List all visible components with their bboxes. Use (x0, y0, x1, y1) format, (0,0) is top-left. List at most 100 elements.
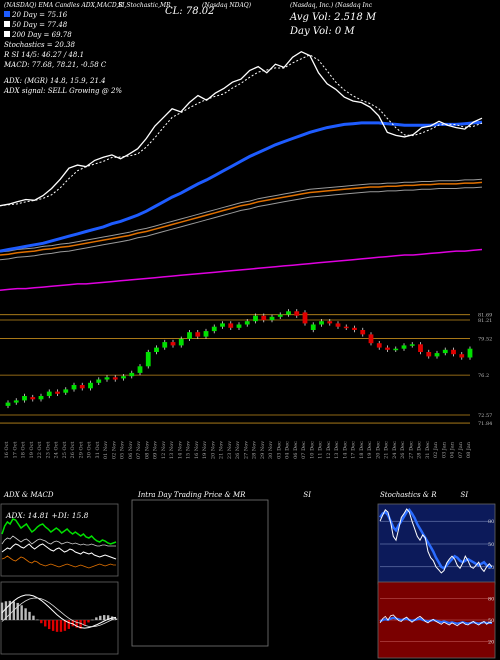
candle-body (55, 391, 60, 394)
candle-body (112, 377, 118, 380)
macd-histogram-bar (67, 620, 71, 629)
candle-body (244, 321, 250, 325)
header-title: (NASDAQ) EMA Candles ADX,MACD,R (4, 2, 123, 9)
candle-body (376, 343, 382, 348)
ema20-swatch-icon (4, 11, 10, 17)
candle-body (162, 342, 168, 348)
candle-body (294, 311, 300, 316)
date-tick-label: 14 Nov (177, 441, 183, 459)
ema200-line (0, 181, 483, 256)
candle-body (459, 354, 465, 358)
price-level-label: 81.69 (478, 313, 492, 319)
date-tick-label: 03 Jan (441, 441, 447, 458)
date-tick-label: 19 Dec (367, 441, 373, 459)
date-tick-label: 19 Nov (202, 441, 208, 459)
date-tick-label: 26 Nov (235, 441, 241, 459)
macd-histogram-bar (71, 620, 74, 627)
ema-band-upper (0, 178, 483, 253)
macd-histogram-bar (47, 620, 51, 630)
date-tick-label: 25 Oct (62, 442, 68, 459)
candle-body (22, 396, 27, 401)
date-tick-label: 04 Jan (450, 441, 456, 458)
candle-body (343, 326, 349, 329)
candle-body (145, 352, 151, 367)
date-tick-label: 09 Nov (153, 441, 159, 459)
candle-body (137, 366, 143, 373)
macd-line (1, 594, 117, 629)
candle-body (393, 348, 399, 351)
macd-histogram-bar (20, 605, 23, 620)
date-tick-label: 23 Oct (45, 442, 51, 459)
macd-signal-line (1, 597, 117, 628)
candle-body (434, 353, 440, 357)
date-tick-label: 04 Dec (285, 441, 291, 459)
candle-body (335, 323, 341, 327)
candle-body (220, 323, 225, 327)
date-tick-label: 01 Nov (103, 441, 109, 459)
price-line (0, 50, 483, 207)
macd-histogram-bar (87, 620, 90, 623)
candle-body (5, 402, 11, 406)
intraday-panel-frame (131, 499, 269, 647)
macd-histogram-bar (51, 620, 55, 631)
candle-body (253, 315, 258, 322)
date-tick-label: 19 Oct (29, 442, 35, 459)
adx-panel-frame (0, 503, 119, 577)
macd-histogram-bar (106, 615, 110, 620)
candle-body (261, 315, 267, 321)
candle-body (170, 342, 176, 346)
date-tick-label: 26 Dec (400, 441, 406, 459)
candle-body (79, 385, 85, 389)
ema50-swatch-icon (4, 21, 10, 27)
macd-histogram-bar (0, 602, 4, 620)
date-tick-label: 07 Dec (301, 441, 307, 459)
legend-ema200: 200 Day = 69.78 (4, 30, 122, 40)
date-tick-label: 18 Oct (21, 442, 27, 459)
legend-rsi: R SI 14/5: 46.27 / 48.1 (4, 51, 85, 59)
candle-body (104, 377, 110, 380)
date-tick-label: 12 Dec (326, 441, 332, 459)
stochastics-tick-label: 50 (488, 542, 494, 548)
candle-body (211, 326, 217, 332)
candle-body (352, 327, 357, 330)
candle-body (187, 332, 192, 339)
candle-body (269, 316, 275, 321)
ema20-dotted-line (0, 54, 483, 207)
candle-body (327, 321, 333, 324)
candle-body (236, 324, 242, 328)
macd-histogram-bar (4, 601, 8, 620)
macd-histogram-bar (36, 619, 39, 621)
stochastics-title-text: Stochastics & R (380, 491, 437, 499)
candle-body (178, 338, 184, 346)
minus-di-line (1, 535, 116, 547)
price-level-label: 76.2 (478, 373, 489, 379)
candle-body (401, 345, 407, 349)
candle-body (418, 344, 423, 352)
price-level-label: 79.52 (478, 337, 492, 343)
date-tick-label: 03 Dec (276, 441, 282, 459)
date-tick-label: 29 Oct (78, 442, 84, 459)
legend-macd: MACD: 77.68, 78.21, -0.58 C (4, 61, 107, 69)
date-tick-label: 17 Dec (351, 441, 357, 459)
candle-body (302, 312, 308, 324)
date-tick-label: 07 Jan (458, 441, 464, 458)
price-level-label: 72.57 (478, 413, 492, 419)
candle-body (154, 347, 159, 352)
candle-body (277, 314, 283, 317)
date-tick-label: 06 Dec (293, 441, 299, 459)
date-tick-label: 08 Jan (466, 441, 472, 458)
candle-body (96, 379, 102, 383)
intraday-title-suffix: SI (303, 491, 311, 499)
candle-body (310, 324, 316, 330)
candle-body (121, 376, 126, 379)
macd-histogram-bar (28, 611, 31, 620)
date-tick-label: 07 Nov (136, 441, 142, 459)
ema200-label: 200 Day = 69.78 (12, 31, 72, 39)
date-tick-label: 02 Nov (111, 441, 117, 459)
header-indicators: SI,Stochastic,MR (118, 2, 171, 9)
macd-histogram-bar (103, 615, 106, 620)
date-tick-label: 13 Nov (169, 441, 175, 459)
date-tick-label: 05 Nov (120, 441, 126, 459)
macd-histogram-bar (16, 602, 19, 620)
